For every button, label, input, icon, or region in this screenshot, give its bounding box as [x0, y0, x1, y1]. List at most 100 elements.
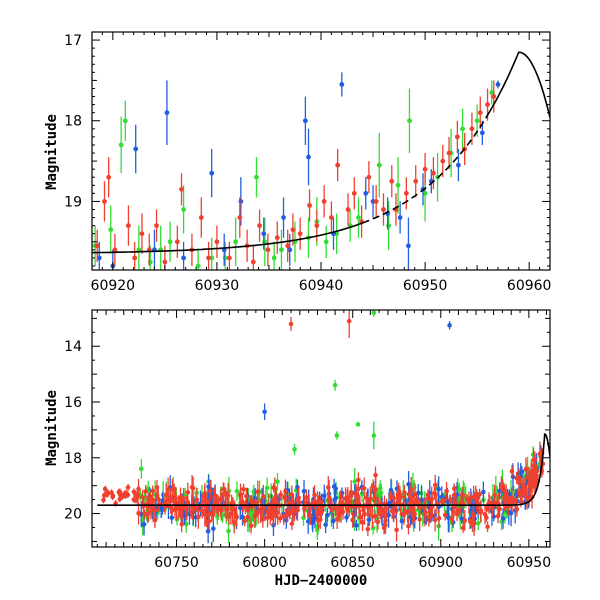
red-point — [436, 516, 442, 521]
red-point — [290, 227, 296, 233]
red-point — [532, 476, 537, 482]
blue-point — [508, 510, 514, 516]
green-point — [395, 182, 401, 188]
red-point — [335, 162, 341, 168]
red-point — [112, 247, 118, 253]
x-tick-label: 60850 — [330, 555, 375, 571]
red-point — [312, 492, 317, 498]
red-point — [131, 497, 137, 502]
green-point — [332, 382, 338, 388]
bottom-data-points — [101, 310, 546, 544]
red-point — [497, 506, 502, 512]
red-point — [211, 504, 217, 510]
red-point — [383, 518, 388, 523]
red-point — [514, 475, 519, 481]
red-point — [492, 492, 497, 498]
blue-point — [446, 515, 451, 520]
red-point — [365, 526, 371, 532]
red-point — [284, 512, 290, 518]
red-point — [402, 490, 407, 495]
panel-top-zoomed-light-curve: 60920 60930 60940 60950 60960 17 18 19 Magnitud… — [44, 31, 551, 294]
red-point — [503, 497, 508, 502]
red-point — [338, 499, 344, 505]
red-point — [132, 255, 138, 261]
red-point — [213, 497, 219, 502]
red-point — [466, 500, 472, 505]
red-point — [198, 215, 204, 220]
red-point — [289, 492, 295, 497]
blue-point — [330, 518, 336, 524]
red-point — [250, 259, 256, 265]
red-point — [244, 494, 249, 499]
red-point — [317, 517, 323, 522]
red-point — [277, 516, 283, 521]
blue-point — [240, 514, 245, 520]
blue-point — [237, 505, 243, 511]
red-point — [457, 508, 462, 513]
blue-point — [205, 528, 211, 534]
red-point — [155, 496, 161, 502]
top-model-curve-dashed — [362, 114, 489, 224]
red-point — [462, 518, 468, 523]
green-point — [334, 433, 340, 438]
red-point — [417, 517, 423, 522]
red-point — [485, 102, 490, 108]
blue-point — [447, 323, 452, 328]
green-point — [118, 142, 124, 148]
red-point — [464, 496, 470, 501]
red-point — [101, 493, 107, 498]
x-tick-label: 60750 — [154, 555, 199, 571]
red-point — [205, 499, 211, 505]
blue-point — [456, 162, 461, 168]
red-point — [116, 489, 122, 495]
x-tick-label: 60950 — [403, 278, 448, 294]
red-point — [224, 506, 230, 512]
green-point — [292, 447, 297, 452]
red-point — [370, 483, 376, 489]
red-point — [252, 514, 258, 520]
red-point — [94, 243, 100, 249]
red-point — [373, 472, 378, 478]
red-point — [106, 174, 112, 180]
green-point — [356, 215, 361, 220]
red-point — [446, 150, 452, 156]
red-point — [248, 523, 254, 528]
red-point — [199, 508, 205, 514]
blue-point — [495, 82, 501, 87]
red-point — [101, 497, 106, 503]
red-point — [429, 496, 435, 502]
blue-point — [331, 484, 337, 489]
red-point — [326, 485, 331, 490]
red-point — [449, 516, 455, 522]
red-point — [295, 507, 300, 513]
red-point — [361, 508, 366, 513]
red-point — [265, 247, 271, 253]
red-point — [484, 515, 489, 520]
red-point — [356, 486, 361, 492]
blue-point — [262, 409, 267, 415]
red-point — [454, 134, 460, 140]
red-point — [534, 468, 540, 474]
red-point — [106, 491, 111, 496]
blue-point — [169, 515, 175, 520]
red-point — [517, 479, 522, 485]
red-point — [231, 519, 237, 525]
red-point — [356, 477, 361, 483]
green-point — [279, 247, 284, 253]
red-point — [370, 514, 375, 519]
red-point — [402, 508, 408, 514]
blue-point — [406, 243, 411, 249]
red-point — [154, 223, 159, 229]
red-point — [135, 493, 141, 499]
red-point — [206, 255, 211, 261]
red-point — [152, 508, 158, 513]
red-point — [248, 498, 254, 503]
red-point — [238, 491, 243, 497]
red-point — [389, 178, 395, 184]
red-point — [232, 507, 238, 512]
red-point — [154, 485, 160, 490]
red-point — [417, 505, 423, 510]
green-point — [422, 190, 428, 196]
x-tick-label: 60930 — [195, 278, 240, 294]
blue-point — [211, 526, 216, 531]
